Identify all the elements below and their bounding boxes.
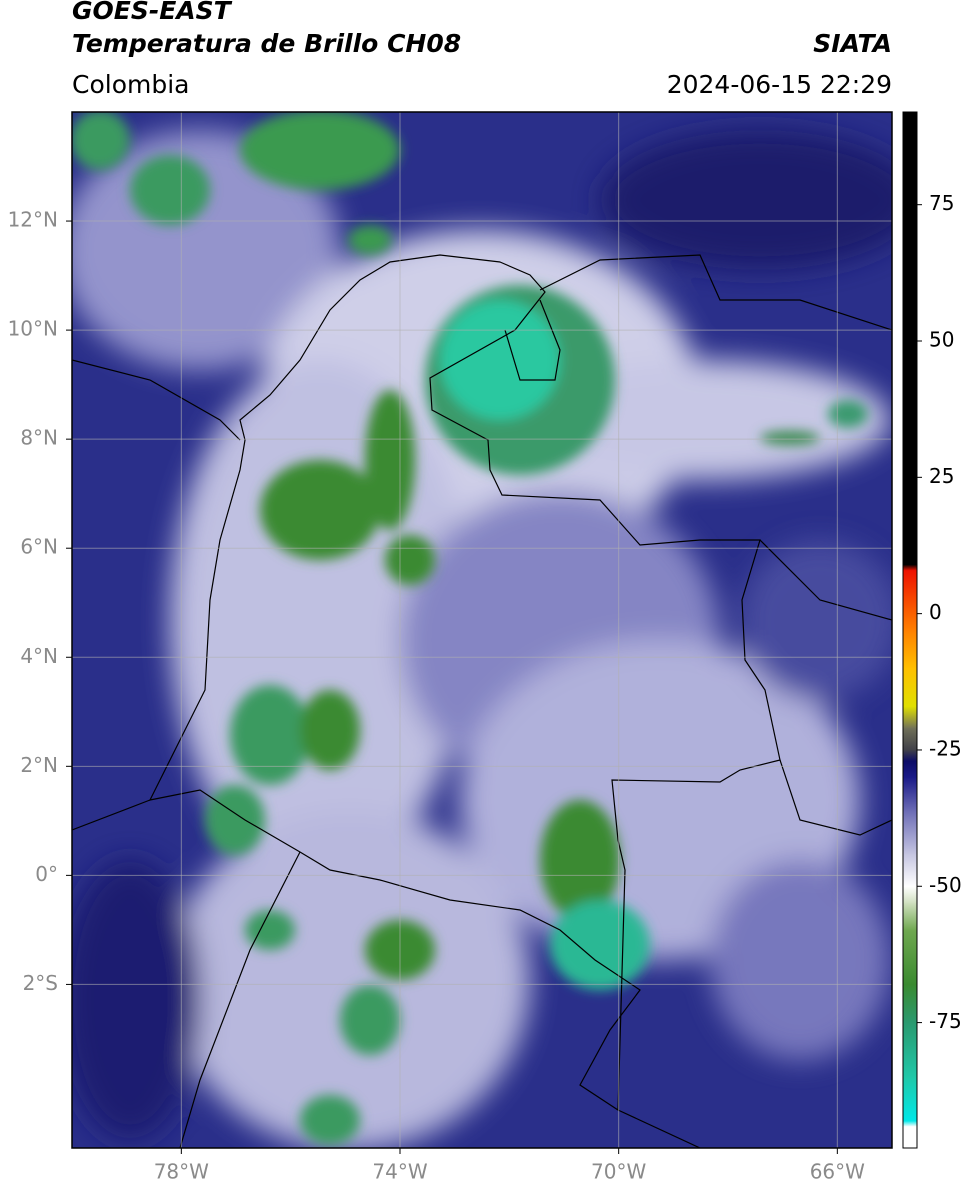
- title: GOES-EAST: [72, 0, 233, 25]
- colorbar-segment: [903, 668, 917, 707]
- colorbar-segment: [903, 929, 917, 985]
- borders: [72, 254, 892, 1148]
- colorbar-segment: [903, 706, 917, 729]
- colorbar-segment: [903, 749, 917, 762]
- x-tick-label: 70°W: [591, 1160, 646, 1184]
- x-tick-label: 66°W: [810, 1160, 865, 1184]
- map-frame: [71, 111, 893, 1149]
- y-tick-label: 0°: [35, 862, 58, 886]
- x-tick-label: 74°W: [372, 1160, 427, 1184]
- colorbar-tick-label: 50: [929, 328, 954, 352]
- colorbar-segment: [903, 630, 917, 669]
- colorbar-segment: [903, 760, 917, 778]
- colorbar-segment: [903, 1126, 917, 1149]
- colorbar-segment: [903, 853, 917, 887]
- x-tick-label: 78°W: [154, 1160, 209, 1184]
- colorbar-segment: [903, 902, 917, 931]
- y-tick-label: 4°N: [20, 644, 58, 668]
- colorbar-segment: [903, 728, 917, 751]
- y-tick-label: 2°S: [23, 971, 58, 995]
- source: SIATA: [813, 29, 892, 58]
- y-tick-label: 2°N: [20, 753, 58, 777]
- colorbar-tick-label: 25: [929, 464, 954, 488]
- subtitle: Temperatura de Brillo CH08: [72, 29, 461, 58]
- colorbar-segment: [903, 777, 917, 811]
- colorbar-segment: [903, 1022, 917, 1078]
- satellite-image: [72, 112, 892, 1148]
- colorbar-segment: [903, 570, 917, 631]
- colorbar-segment: [903, 886, 917, 904]
- y-tick-label: 10°N: [8, 317, 58, 341]
- colorbar-tick-label: 75: [929, 191, 954, 215]
- colorbar-segment: [903, 984, 917, 1024]
- datetime: 2024-06-15 22:29: [667, 70, 892, 99]
- colorbar-segment: [903, 809, 917, 855]
- colorbar-tick-label: 0: [929, 600, 942, 624]
- y-tick-label: 6°N: [20, 535, 58, 559]
- y-tick-label: 8°N: [20, 426, 58, 450]
- colorbar-tick-label: -75: [929, 1009, 962, 1033]
- colorbar-segment: [903, 1120, 917, 1127]
- colorbar-segment: [903, 1077, 917, 1122]
- colorbar-frame: [902, 111, 918, 1149]
- region: Colombia: [72, 70, 189, 99]
- colorbar-segment: [903, 112, 917, 566]
- y-tick-label: 12°N: [8, 208, 58, 232]
- colorbar-segment: [903, 564, 917, 571]
- colorbar-tick-label: -50: [929, 873, 962, 897]
- colorbar-tick-label: -25: [929, 736, 962, 760]
